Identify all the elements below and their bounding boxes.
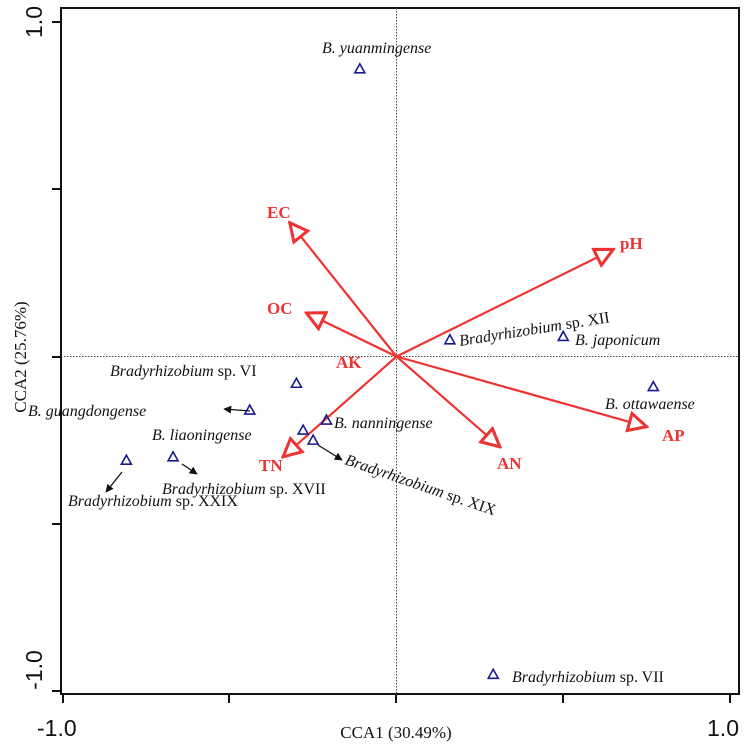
leader-arrow [223, 405, 251, 414]
species-point-7 [296, 423, 310, 435]
env-label-ap: AP [662, 426, 685, 445]
species-label: B. ottawaense [605, 396, 695, 413]
species-point-5 [243, 403, 257, 415]
species-point-10 [120, 453, 133, 465]
species-label: Bradyrhizobium sp. VI [110, 363, 257, 380]
species-label: B. japonicum [575, 332, 660, 349]
x-axis-title: CCA1 (30.49%) [340, 723, 451, 742]
env-label-ak: AK [336, 353, 362, 372]
species-point-4 [290, 376, 303, 389]
leader-arrow [105, 471, 123, 493]
y-axis-title: CCA2 (25.76%) [11, 301, 30, 412]
species-point-1 [443, 333, 457, 345]
species-label: B. liaoningense [152, 427, 252, 444]
leader-arrow [181, 463, 198, 475]
species-label: B. guangdongense [28, 403, 146, 420]
species-point-8 [306, 433, 320, 445]
species-label: Bradyrhizobium sp. XIX [343, 452, 499, 520]
env-vector-an [395, 355, 500, 447]
species-point-6 [320, 413, 333, 425]
env-label-ec: EC [267, 203, 291, 222]
env-vector-oc [306, 313, 397, 358]
leader-arrow [317, 444, 343, 461]
species-point-9 [166, 450, 180, 462]
species-label: B. nanningense [334, 415, 433, 432]
x-tick-label-min: -1.0 [37, 715, 77, 741]
env-vector-ph [396, 249, 614, 358]
species-point-11 [486, 667, 500, 680]
env-vector-ap [396, 355, 647, 427]
x-tick-label-max: 1.0 [707, 715, 739, 741]
env-label-ph: pH [620, 234, 643, 253]
env-label-tn: TN [259, 456, 283, 475]
env-label-oc: OC [267, 299, 293, 318]
y-tick-label-max: 1.0 [21, 6, 47, 38]
env-vector-ec [290, 223, 398, 358]
species-label: Bradyrhizobium sp. XXIX [68, 493, 238, 510]
species-point-0 [353, 62, 367, 74]
env-label-an: AN [497, 454, 522, 473]
species-point-2 [556, 329, 570, 342]
species-label: Bradyrhizobium sp. XVII [162, 481, 326, 498]
species-label: Bradyrhizobium sp. VII [512, 669, 664, 686]
env-vector-tn [283, 355, 398, 457]
species-label: B. yuanmingense [322, 40, 431, 57]
y-tick-label-min: -1.0 [21, 650, 47, 690]
species-point-3 [646, 379, 660, 392]
plot-frame [60, 7, 740, 695]
